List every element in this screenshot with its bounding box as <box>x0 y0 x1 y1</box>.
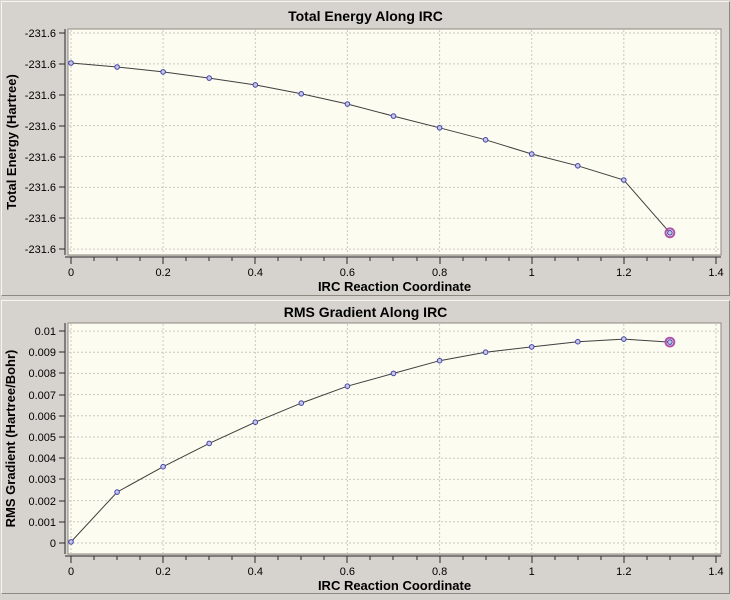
data-point[interactable] <box>390 370 397 377</box>
data-point[interactable] <box>68 60 74 66</box>
y-tick-label: 0.01 <box>35 326 56 338</box>
y-axis-title: RMS Gradient (Hartree/Bohr) <box>3 350 18 528</box>
data-point[interactable] <box>528 344 535 350</box>
x-tick-label: 1.4 <box>708 566 723 578</box>
data-point[interactable] <box>482 137 489 143</box>
data-point[interactable] <box>575 338 581 345</box>
data-point[interactable] <box>114 489 120 495</box>
total-energy-chart-panel: -231.6 -231.6 -231.6 -231.6 -231.6 -231.6 -231… <box>1 1 730 296</box>
data-point[interactable] <box>252 82 259 88</box>
data-point[interactable] <box>252 419 259 425</box>
y-tick-label: 0.001 <box>28 517 56 529</box>
data-line <box>70 62 671 234</box>
data-line <box>70 338 670 543</box>
x-tick-label: 1 <box>529 566 535 578</box>
x-tick-label: 0.4 <box>248 566 263 578</box>
y-tick-label: 0.006 <box>28 411 56 423</box>
x-tick-label: 0.8 <box>432 267 447 279</box>
x-tick-label: 0.2 <box>155 566 170 578</box>
data-point[interactable] <box>68 539 74 545</box>
x-tick-label: 0.8 <box>432 566 447 578</box>
data-point[interactable] <box>436 125 443 131</box>
data-point[interactable] <box>160 463 166 470</box>
y-tick-label: 0.002 <box>28 496 56 508</box>
data-point[interactable] <box>621 177 627 183</box>
data-point[interactable] <box>298 400 305 406</box>
x-tick-label: 0.6 <box>340 566 355 578</box>
x-tick-label: 0.6 <box>340 267 355 279</box>
y-tick-label: 0.004 <box>28 453 56 465</box>
data-point[interactable] <box>621 336 627 342</box>
x-axis-title: IRC Reaction Coordinate <box>318 578 471 593</box>
highlight-ring <box>664 336 676 348</box>
x-tick-label: 0.2 <box>155 267 170 279</box>
y-tick-label: 0.005 <box>28 432 56 444</box>
y-tick-label: 0.008 <box>28 368 56 380</box>
x-tick-label: 1.2 <box>616 566 631 578</box>
y-tick-label: -231.6 <box>25 59 56 71</box>
x-axis-title: IRC Reaction Coordinate <box>318 279 471 294</box>
x-tick-label: 1 <box>529 267 535 279</box>
data-point[interactable] <box>206 75 212 81</box>
rms-gradient-chart[interactable]: 0 0.001 0.002 0.003 0.004 0.005 0.006 0.007 0.00… <box>2 301 729 593</box>
highlight-ring <box>664 227 676 239</box>
data-point[interactable] <box>667 230 673 236</box>
plot-canvas[interactable] <box>67 322 722 555</box>
data-point[interactable] <box>575 163 581 169</box>
x-tick-label: 0.4 <box>248 267 263 279</box>
data-point[interactable] <box>298 91 305 97</box>
data-point[interactable] <box>528 151 535 157</box>
y-tick-label: -231.6 <box>25 182 56 194</box>
data-point[interactable] <box>114 64 120 70</box>
data-point[interactable] <box>344 101 351 107</box>
data-point[interactable] <box>390 113 397 119</box>
plot-canvas[interactable] <box>67 28 722 256</box>
x-tick-label: 1.2 <box>616 267 631 279</box>
data-point[interactable] <box>482 349 489 356</box>
y-tick-label: 0 <box>50 538 56 550</box>
y-tick-label: 0.007 <box>28 390 56 402</box>
y-axis-title: Total Energy (Hartree) <box>4 74 19 210</box>
chart-title: Total Energy Along IRC <box>288 8 443 24</box>
y-tick-label: -231.6 <box>25 121 56 133</box>
data-point[interactable] <box>667 339 673 345</box>
data-point[interactable] <box>344 383 351 389</box>
y-tick-label: -231.6 <box>25 213 56 225</box>
y-tick-label: 0.003 <box>28 474 56 486</box>
data-point[interactable] <box>206 440 212 447</box>
y-tick-label: -231.6 <box>25 152 56 164</box>
data-point[interactable] <box>436 357 443 364</box>
y-tick-label: 0.009 <box>28 347 56 359</box>
data-point[interactable] <box>160 69 166 75</box>
y-tick-label: -231.6 <box>25 90 56 102</box>
x-tick-label: 0 <box>68 566 74 578</box>
x-tick-label: 0 <box>68 267 74 279</box>
chart-title: RMS Gradient Along IRC <box>284 304 448 320</box>
rms-gradient-chart-panel: 0 0.001 0.002 0.003 0.004 0.005 0.006 0.007 0.00… <box>1 300 730 594</box>
total-energy-chart[interactable]: -231.6 -231.6 -231.6 -231.6 -231.6 -231.6 -231… <box>2 2 729 295</box>
y-tick-label: -231.6 <box>25 28 56 40</box>
x-tick-label: 1.4 <box>708 267 723 279</box>
y-tick-label: -231.6 <box>25 244 56 256</box>
